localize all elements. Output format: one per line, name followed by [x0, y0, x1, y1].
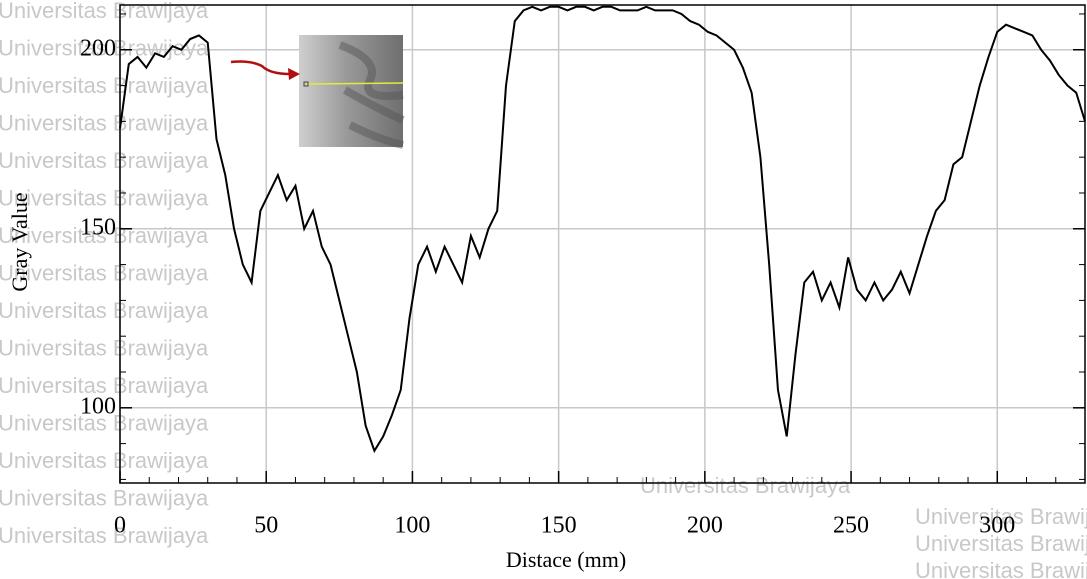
watermark: Universitas Brawijaya: [0, 185, 209, 210]
data-line: [119, 5, 1086, 454]
watermark: Universitas Brawijaya: [0, 448, 209, 473]
watermark: Universitas Brawijaya: [0, 260, 209, 285]
watermark: Universitas Brawijaya: [0, 373, 209, 398]
x-tick-label: 250: [833, 513, 869, 539]
arrow-head: [288, 68, 300, 80]
profile-start: [303, 81, 309, 87]
x-tick-label: 100: [394, 513, 430, 539]
watermark: Universitas Brawijaya: [915, 531, 1087, 556]
watermark: Universitas Brawijaya: [0, 148, 209, 173]
grid: [119, 5, 1085, 483]
plot: [119, 5, 1086, 454]
y-axis-label: Gray Value: [7, 192, 32, 291]
plot-frame: [119, 4, 1086, 484]
x-tick-label: 50: [254, 513, 278, 539]
inset-image: [230, 35, 405, 149]
x-tick-label: 300: [979, 513, 1015, 539]
x-tick-label: 150: [541, 513, 577, 539]
x-axis-label: Distace (mm): [506, 547, 626, 572]
watermark: Universitas Brawijaya: [640, 473, 851, 498]
arrow: [230, 60, 291, 76]
watermark: Universitas Brawijaya: [0, 335, 209, 360]
y-tick-label: 200: [80, 35, 116, 61]
watermark: Universitas Brawijaya: [0, 73, 209, 98]
watermark: Universitas Brawijaya: [915, 558, 1087, 579]
y-tick-label: 150: [80, 214, 116, 240]
watermark: Universitas Brawijaya: [0, 523, 209, 548]
watermark: Universitas Brawijaya: [0, 485, 209, 510]
watermark: Universitas Brawijaya: [0, 110, 209, 135]
watermark: Universitas Brawijaya: [0, 410, 209, 435]
y-tick-label: 100: [80, 393, 116, 419]
profile-line: [305, 82, 404, 85]
x-tick-label: 200: [687, 513, 723, 539]
x-tick-label: 0: [114, 513, 126, 539]
watermark: Universitas Brawijaya: [915, 504, 1087, 529]
watermark: Universitas Brawijaya: [0, 223, 209, 248]
rib-shadow: [338, 41, 405, 149]
watermark: Universitas Brawijaya: [0, 0, 209, 23]
watermark: Universitas Brawijaya: [0, 298, 209, 323]
